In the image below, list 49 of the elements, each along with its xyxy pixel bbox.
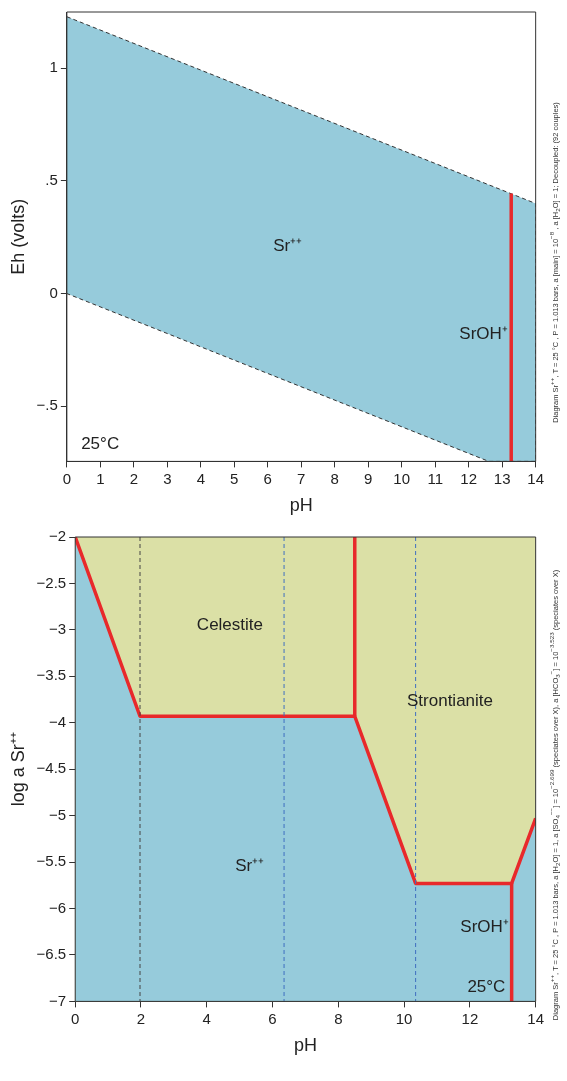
y-tick-label: −3.5 [36,666,67,684]
x-tick-label: 7 [297,469,306,487]
x-tick-label: 0 [71,1009,80,1027]
x-tick-label: 13 [493,469,511,487]
x-tick-label: 9 [364,469,373,487]
y-axis-title: log a Sr⁺⁺ [7,732,28,807]
annotation: SrOH⁺ [459,323,508,343]
y-tick-label: −4 [49,712,67,730]
annotation: Sr⁺⁺ [235,856,265,876]
y-tick-label: −3 [49,620,67,638]
x-tick-label: 6 [263,469,272,487]
x-tick-label: 1 [96,469,105,487]
y-axis-title: Eh (volts) [7,198,28,275]
x-tick-label: 10 [393,469,411,487]
x-axis-title: pH [293,1035,317,1056]
y-tick-label: −6 [49,898,67,916]
x-tick-label: 14 [527,1009,544,1027]
y-tick-label: −2.5 [36,573,67,591]
y-tick-label: −4.5 [36,759,67,777]
x-tick-label: 2 [136,1009,146,1027]
x-tick-label: 4 [202,1009,211,1027]
y-tick-label: 0 [49,283,58,301]
x-tick-label: 8 [330,469,339,487]
x-tick-label: 4 [196,469,205,487]
annotation: Celestite [196,614,263,634]
y-tick-label: −.5 [36,396,58,414]
y-tick-label: −2 [49,527,67,545]
x-tick-label: 12 [461,1009,479,1027]
x-axis-title: pH [289,495,313,516]
annotation: 25°C [81,434,120,454]
annotation: 25°C [467,977,506,997]
y-tick-label: −6.5 [36,945,67,963]
y-tick-label: .5 [45,171,58,189]
x-tick-label: 10 [395,1009,413,1027]
x-tick-label: 6 [268,1009,277,1027]
x-tick-label: 11 [427,469,443,487]
x-tick-label: 12 [460,469,478,487]
annotation: Sr⁺⁺ [273,235,303,255]
annotation: Strontianite [407,691,494,711]
annotation: SrOH⁺ [460,916,509,936]
x-tick-label: 3 [163,469,172,487]
x-tick-label: 14 [527,469,544,487]
y-tick-label: −7 [49,991,67,1009]
x-tick-label: 5 [230,469,239,487]
y-tick-label: 1 [49,58,58,76]
y-tick-label: −5 [49,805,67,823]
x-tick-label: 2 [129,469,139,487]
y-tick-label: −5.5 [36,852,67,870]
x-tick-label: 8 [334,1009,343,1027]
